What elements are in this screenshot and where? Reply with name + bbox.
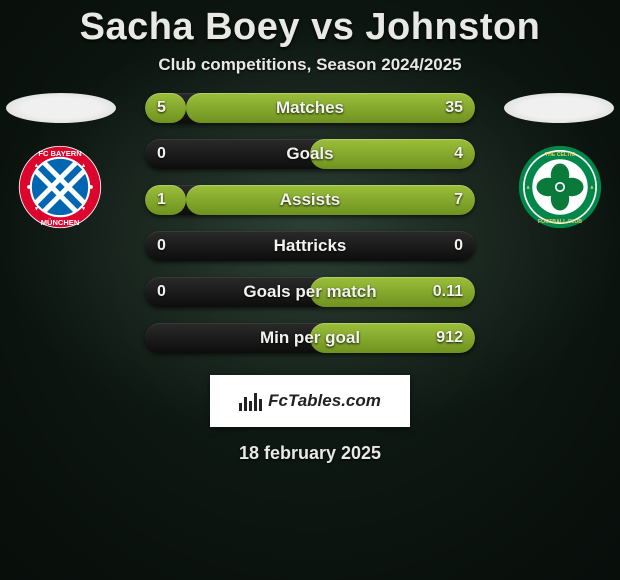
- player-photo-right: [504, 93, 614, 123]
- player-photo-left: [6, 93, 116, 123]
- watermark-bar: [259, 399, 262, 411]
- stat-row: 0 Hattricks 0: [145, 231, 475, 261]
- stat-value-right: 35: [445, 99, 463, 117]
- stat-value-right: 0: [454, 237, 463, 255]
- stat-label: Assists: [280, 190, 340, 210]
- stat-rows: 5 Matches 35 0 Goals 4 1 Assists 7 0 Hattricks 0 0 Go…: [145, 93, 475, 353]
- stat-value-left: 0: [157, 283, 166, 301]
- svg-text:FOOTBALL CLUB: FOOTBALL CLUB: [538, 219, 582, 225]
- stat-label: Min per goal: [260, 328, 360, 348]
- watermark: FcTables.com: [210, 375, 410, 427]
- stat-value-left: 1: [157, 191, 166, 209]
- celtic-logo-icon: THE CELTIC FOOTBALL CLUB: [518, 145, 602, 229]
- club-logo-bayern: FC BAYERN MÜNCHEN: [18, 145, 102, 229]
- comparison-date: 18 february 2025: [239, 443, 381, 464]
- svg-text:MÜNCHEN: MÜNCHEN: [41, 218, 80, 227]
- stat-fill-right: [310, 139, 475, 169]
- page-subtitle: Club competitions, Season 2024/2025: [158, 55, 461, 75]
- stat-label: Goals: [286, 144, 333, 164]
- svg-text:THE CELTIC: THE CELTIC: [545, 152, 575, 158]
- stat-label: Matches: [276, 98, 344, 118]
- stat-value-right: 4: [454, 145, 463, 163]
- stat-row: Min per goal 912: [145, 323, 475, 353]
- stat-row: 5 Matches 35: [145, 93, 475, 123]
- watermark-bar: [244, 397, 247, 411]
- bayern-logo-icon: FC BAYERN MÜNCHEN: [18, 145, 102, 229]
- stat-value-right: 7: [454, 191, 463, 209]
- stat-label: Goals per match: [243, 282, 376, 302]
- stat-row: 0 Goals 4: [145, 139, 475, 169]
- stat-value-left: 5: [157, 99, 166, 117]
- stat-value-left: 0: [157, 145, 166, 163]
- stat-value-left: 0: [157, 237, 166, 255]
- stat-label: Hattricks: [274, 236, 347, 256]
- watermark-bars-icon: [239, 391, 262, 411]
- svg-text:FC BAYERN: FC BAYERN: [38, 149, 81, 158]
- stat-row: 0 Goals per match 0.11: [145, 277, 475, 307]
- club-logo-celtic: THE CELTIC FOOTBALL CLUB: [518, 145, 602, 229]
- watermark-bar: [249, 401, 252, 411]
- watermark-text: FcTables.com: [268, 391, 381, 411]
- watermark-bar: [239, 403, 242, 411]
- watermark-bar: [254, 393, 257, 411]
- page-title: Sacha Boey vs Johnston: [80, 6, 541, 49]
- stat-value-right: 0.11: [433, 283, 463, 301]
- main-area: FC BAYERN MÜNCHEN: [0, 93, 620, 464]
- stat-value-right: 912: [436, 329, 463, 347]
- comparison-container: Sacha Boey vs Johnston Club competitions…: [0, 0, 620, 580]
- stat-row: 1 Assists 7: [145, 185, 475, 215]
